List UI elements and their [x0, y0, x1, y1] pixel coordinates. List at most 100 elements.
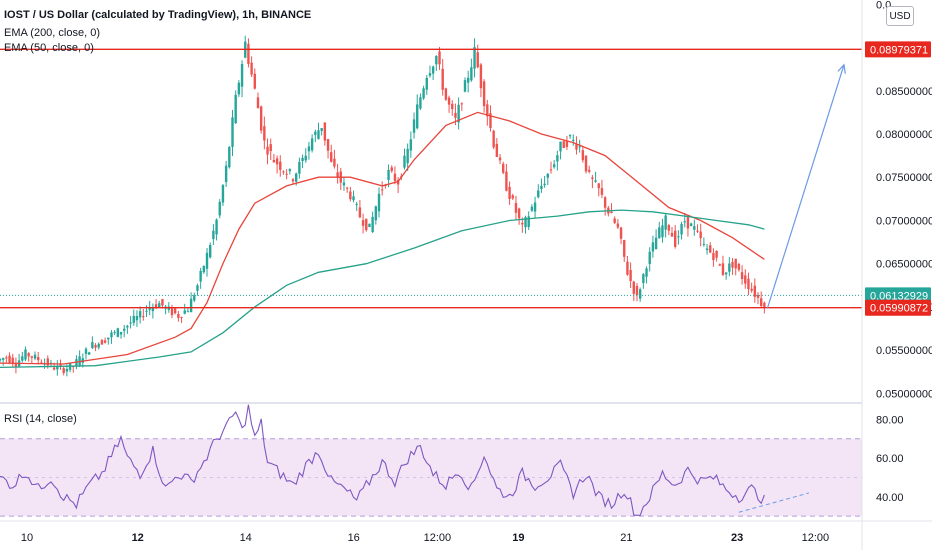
candle-body — [154, 304, 158, 308]
candle-body — [603, 197, 607, 208]
candle-body — [677, 236, 680, 238]
candle-body — [0, 358, 2, 361]
candle-body — [97, 343, 100, 348]
candle-body — [24, 349, 27, 360]
rsi-tick-label: 80.00 — [876, 414, 904, 426]
candle-body — [546, 173, 550, 178]
candle-body — [355, 203, 358, 205]
candle-body — [686, 216, 690, 229]
candle-body — [473, 47, 476, 69]
candle-body — [759, 298, 763, 307]
candle-body — [514, 203, 518, 213]
candle-body — [240, 63, 244, 87]
ema200-legend: EMA (200, close, 0) — [4, 27, 100, 39]
candle-body — [696, 230, 699, 232]
candle-body — [231, 117, 234, 148]
rsi-divergence-line — [738, 492, 810, 513]
candle-body — [358, 207, 362, 218]
projection-arrow-line — [766, 64, 845, 308]
candle-body — [724, 272, 728, 275]
candle-body — [651, 242, 655, 252]
ema50-legend: EMA (50, close, 0) — [4, 42, 94, 54]
candle-body — [228, 146, 231, 168]
candle-body — [556, 155, 559, 162]
candle-body — [508, 186, 511, 199]
candle-body — [584, 155, 588, 172]
candle-body — [304, 155, 307, 161]
candle-body — [266, 146, 269, 155]
currency-button[interactable]: USD — [886, 6, 914, 26]
candle-body — [753, 285, 757, 297]
candle-body — [33, 354, 37, 359]
candle-body — [476, 52, 479, 68]
candle-body — [616, 223, 620, 228]
candle-body — [259, 106, 263, 131]
candle-body — [11, 357, 14, 364]
candle-body — [116, 328, 120, 337]
candle-body — [14, 363, 18, 367]
candle-body — [511, 195, 514, 199]
candle-body — [288, 169, 292, 172]
candle-body — [148, 307, 151, 310]
candle-body — [199, 270, 202, 282]
time-tick-label: 12:00 — [424, 532, 452, 544]
time-tick-label: 23 — [731, 532, 743, 544]
rsi-pane[interactable] — [0, 404, 862, 517]
candle-body — [737, 263, 741, 270]
candle-body — [619, 227, 623, 239]
candle-body — [524, 217, 527, 228]
candle-body — [693, 226, 696, 230]
price-pane[interactable] — [0, 35, 862, 377]
candle-body — [275, 158, 279, 165]
chart-title: IOST / US Dollar (calculated by TradingV… — [4, 9, 312, 21]
time-tick-label: 16 — [348, 532, 360, 544]
candle-body — [527, 216, 530, 228]
candle-body — [224, 165, 228, 183]
candle-body — [642, 274, 645, 284]
candle-body — [457, 104, 460, 123]
candle-body — [756, 294, 760, 298]
candle-body — [253, 73, 256, 89]
candle-body — [180, 317, 183, 319]
candle-body — [498, 157, 502, 161]
time-tick-label: 12 — [132, 532, 144, 544]
price-tick-label: 0.08500000 — [876, 86, 932, 98]
candle-body — [552, 164, 556, 168]
candle-body — [221, 185, 225, 203]
candle-body — [138, 311, 142, 318]
candle-body — [126, 325, 129, 328]
candle-body — [530, 206, 534, 211]
candle-body — [368, 223, 371, 227]
time-tick-label: 14 — [240, 532, 252, 544]
candle-body — [635, 286, 639, 296]
candle-body — [438, 51, 441, 65]
candle-body — [40, 362, 43, 364]
candle-body — [142, 316, 145, 318]
candle-body — [744, 275, 747, 284]
candle-body — [269, 144, 272, 152]
candle-body — [1, 358, 5, 360]
candle-body — [250, 62, 253, 75]
candle-body — [549, 169, 553, 171]
candle-body — [629, 269, 632, 282]
candle-body — [412, 119, 416, 133]
candle-body — [387, 169, 390, 181]
candle-body — [78, 356, 81, 366]
price-tick-label: 0.05000000 — [876, 388, 932, 400]
candle-body — [419, 97, 422, 109]
ema50-line — [0, 111, 765, 365]
candle-body — [56, 365, 59, 370]
candle-body — [87, 352, 91, 355]
candle-body — [129, 322, 132, 324]
candle-body — [119, 331, 123, 335]
candle-body — [234, 94, 237, 124]
candle-body — [196, 285, 199, 291]
candle-body — [110, 332, 113, 338]
candle-body — [336, 172, 339, 178]
candle-body — [237, 82, 241, 95]
price-tick-label: 0.0 — [876, 0, 891, 11]
candle-body — [492, 130, 495, 148]
candle-body — [734, 258, 737, 269]
